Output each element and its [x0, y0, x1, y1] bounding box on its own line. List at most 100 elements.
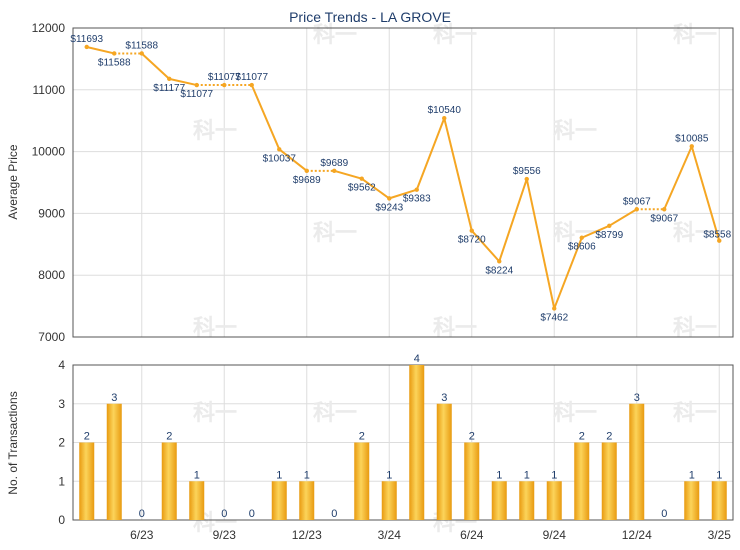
price-line-segment [525, 178, 556, 309]
transaction-data-label: 2 [359, 431, 365, 443]
transaction-data-label: 0 [331, 508, 337, 520]
price-line-segment [690, 146, 721, 241]
price-line-segment [141, 52, 170, 80]
transaction-data-label: 1 [194, 469, 200, 481]
transaction-bar [409, 365, 425, 520]
watermark-text: 科一 [193, 118, 237, 143]
transactions-y-tick-label: 3 [58, 397, 65, 411]
price-data-labels: $11693$11588$11588$11177$11077$11077$110… [70, 34, 731, 323]
transaction-bar [684, 481, 700, 520]
transaction-data-label: 1 [386, 469, 392, 481]
price-line-segment [361, 177, 390, 200]
watermark-text: 科一 [193, 400, 237, 425]
price-line-segment [333, 169, 363, 180]
price-y-tick-label: 11000 [33, 83, 66, 97]
transactions-x-tick-label: 9/23 [213, 528, 237, 542]
price-point [469, 228, 474, 233]
transactions-x-tick-label: 12/23 [292, 528, 322, 542]
price-line-segment [415, 117, 446, 191]
price-data-label: $7462 [540, 312, 568, 323]
price-data-label: $11588 [125, 40, 158, 51]
transaction-bar [354, 442, 370, 520]
price-y-tick-label: 12000 [32, 21, 66, 35]
transaction-data-label: 2 [84, 431, 90, 443]
price-y-tick-labels: 7000 8000 9000 10000 11000 12000 [32, 21, 66, 344]
price-data-label: $10085 [675, 133, 709, 144]
watermark-text: 科一 [193, 315, 237, 340]
transaction-data-label: 3 [111, 392, 117, 404]
watermark-text: 科一 [313, 220, 357, 245]
price-axes [72, 27, 734, 338]
transactions-x-tick-label: 3/25 [708, 528, 732, 542]
price-line-segment [608, 208, 638, 227]
price-data-label: $10540 [428, 105, 462, 116]
price-data-label: $9689 [293, 175, 321, 186]
transactions-y-tick-label: 4 [58, 358, 65, 372]
transactions-bars [79, 365, 727, 520]
transaction-data-label: 0 [661, 508, 667, 520]
transactions-y-tick-label: 0 [58, 513, 65, 527]
price-data-label: $9562 [348, 183, 376, 194]
price-line-segment [443, 117, 473, 231]
transaction-data-label: 2 [166, 431, 172, 443]
price-gridlines [73, 27, 733, 338]
price-data-label: $9067 [650, 213, 678, 224]
transaction-data-label: 2 [579, 431, 585, 443]
price-point [717, 238, 722, 243]
transaction-data-label: 1 [276, 469, 282, 481]
price-point [552, 306, 557, 311]
price-data-label: $10037 [263, 153, 297, 164]
price-point [112, 51, 117, 56]
watermark-text: 科一 [673, 315, 717, 340]
transaction-bar [601, 442, 617, 520]
price-point [579, 235, 584, 240]
price-point [634, 207, 639, 212]
price-line-segment [553, 237, 583, 309]
price-y-tick-label: 7000 [38, 330, 65, 344]
transaction-bar [381, 481, 397, 520]
transaction-bar [161, 442, 177, 520]
price-line-segment [250, 84, 281, 150]
price-data-label: $9243 [375, 202, 403, 213]
transaction-bar [574, 442, 590, 520]
transaction-data-label: 3 [441, 392, 447, 404]
watermark-text: 科一 [433, 315, 477, 340]
transactions-y-tick-label: 2 [58, 436, 65, 450]
transactions-x-tick-label: 3/24 [378, 528, 402, 542]
price-data-label: $8558 [703, 230, 731, 241]
watermark-text: 科一 [673, 22, 717, 47]
transaction-bar [436, 403, 452, 520]
price-line-segment [388, 188, 418, 200]
watermark-text: 科一 [673, 400, 717, 425]
transaction-data-label: 2 [469, 431, 475, 443]
price-point [442, 116, 447, 121]
transaction-bar [79, 442, 95, 520]
transaction-data-label: 1 [496, 469, 502, 481]
price-point [607, 223, 612, 229]
price-point [304, 168, 309, 174]
transactions-x-tick-label: 9/24 [543, 528, 567, 542]
watermark-text: 科一 [553, 220, 597, 245]
price-data-label: $9689 [320, 158, 348, 169]
price-point [689, 144, 694, 149]
price-line-segment [498, 178, 528, 262]
transactions-plot-frame [72, 364, 734, 521]
transaction-bar [271, 481, 287, 520]
price-line-segment [169, 77, 197, 87]
transaction-data-label: 3 [634, 392, 640, 404]
price-y-tick-label: 10000 [32, 145, 66, 159]
price-point [497, 259, 502, 264]
transaction-bar [491, 481, 507, 520]
price-point [359, 176, 364, 181]
price-plot-frame [72, 27, 734, 338]
transaction-data-label: 4 [414, 353, 420, 365]
price-line-segment [581, 224, 610, 239]
price-point [524, 176, 529, 182]
transaction-data-label: 0 [221, 508, 227, 520]
transaction-data-label: 1 [524, 469, 530, 481]
price-data-label: $11177 [153, 83, 185, 94]
